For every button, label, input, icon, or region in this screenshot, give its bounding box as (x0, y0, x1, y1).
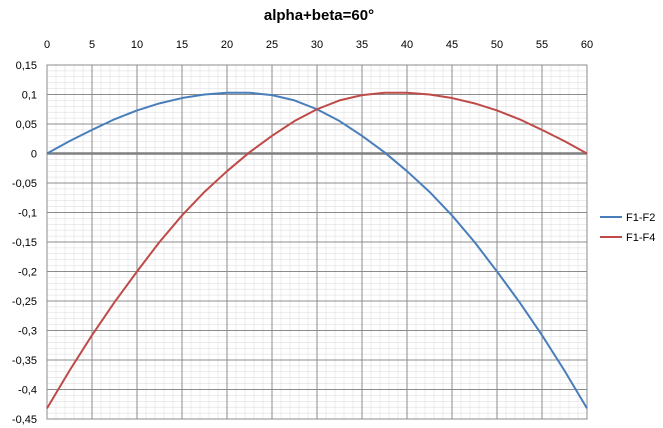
series-line-2 (46, 91, 588, 409)
x-tick-label: 50 (491, 39, 503, 51)
chart-title: alpha+beta=60° (264, 7, 374, 24)
y-tick-label: -0,45 (12, 414, 37, 426)
legend: F1-F2 F1-F4 (600, 212, 655, 244)
grid (46, 64, 588, 420)
x-tick-label: 60 (581, 39, 593, 51)
y-tick-label: 0,05 (16, 119, 37, 131)
x-tick-label: 10 (131, 39, 143, 51)
y-tick-label: -0,05 (12, 178, 37, 190)
y-tick-label: 0 (31, 149, 37, 161)
x-tick-label: 5 (89, 39, 95, 51)
y-tick-label: -0,25 (12, 296, 37, 308)
x-tick-label: 40 (401, 39, 413, 51)
legend-label-2: F1-F4 (626, 232, 655, 244)
x-tick-label: 35 (356, 39, 368, 51)
y-tick-label: 0,15 (16, 60, 37, 72)
y-tick-label: -0,4 (18, 385, 37, 397)
plot-border (46, 64, 588, 420)
y-tick-label: -0,35 (12, 355, 37, 367)
x-tick-label: 45 (446, 39, 458, 51)
y-tick-label: -0,1 (18, 208, 37, 220)
plot-area (46, 91, 588, 409)
legend-label-1: F1-F2 (626, 212, 655, 224)
y-tick-label: -0,3 (18, 326, 37, 338)
y-tick-label: -0,15 (12, 237, 37, 249)
x-tick-label: 0 (44, 39, 50, 51)
y-tick-label: 0,1 (22, 90, 37, 102)
x-tick-label: 25 (266, 39, 278, 51)
x-tick-label: 15 (176, 39, 188, 51)
x-tick-label: 30 (311, 39, 323, 51)
y-tick-label: -0,2 (18, 267, 37, 279)
axes: 0 5 10 15 20 25 30 35 40 45 50 55 60 0,15 0,1 0,05 0 -0,0… (12, 39, 593, 426)
x-tick-label: 20 (221, 39, 233, 51)
x-tick-label: 55 (536, 39, 548, 51)
